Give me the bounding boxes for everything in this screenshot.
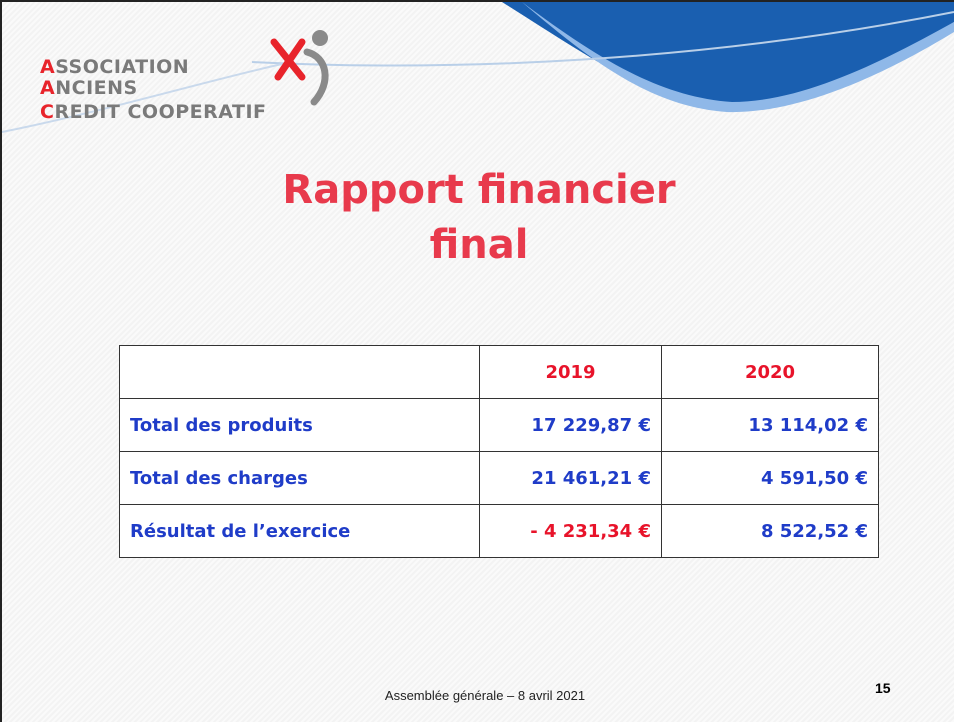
cell-value: 17 229,87 € <box>480 399 662 452</box>
cell-value: 21 461,21 € <box>480 452 662 505</box>
header-row: 2019 2020 <box>120 346 879 399</box>
cell-value: 4 591,50 € <box>662 452 879 505</box>
cell-value: - 4 231,34 € <box>480 505 662 558</box>
row-label: Total des produits <box>120 399 480 452</box>
slide: ASSOCIATION ANCIENS CREDIT COOPERATIF Ra… <box>0 0 954 722</box>
logo-line: ASSOCIATION <box>40 57 189 77</box>
header-cell: 2020 <box>662 346 879 399</box>
table-row: Résultat de l’exercice- 4 231,34 €8 522,… <box>120 505 879 558</box>
page: ASSOCIATION ANCIENS CREDIT COOPERATIF Ra… <box>0 0 954 722</box>
row-label: Résultat de l’exercice <box>120 505 480 558</box>
logo-line: CREDIT COOPERATIF <box>40 102 267 122</box>
page-number: 15 <box>875 680 891 696</box>
header-cell: 2019 <box>480 346 662 399</box>
cell-value: 8 522,52 € <box>662 505 879 558</box>
logo-line: ANCIENS <box>40 78 138 98</box>
title: final <box>2 222 954 268</box>
cell-value: 13 114,02 € <box>662 399 879 452</box>
decoration <box>2 2 954 162</box>
footer: Assemblée générale – 8 avril 2021 <box>2 688 954 703</box>
header-cell <box>120 346 480 399</box>
row-label: Total des charges <box>120 452 480 505</box>
title: Rapport financier <box>2 167 954 213</box>
